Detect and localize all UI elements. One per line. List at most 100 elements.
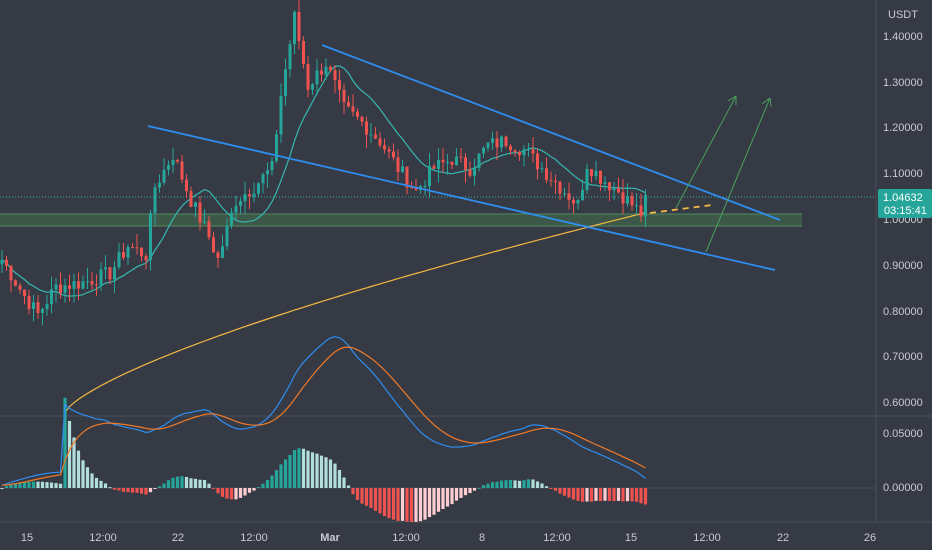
- candle-body: [108, 267, 112, 280]
- last-price-value: 1.04632: [883, 192, 923, 204]
- candle-body: [324, 66, 328, 75]
- macd-histogram-bar: [414, 488, 418, 522]
- candle-body: [72, 281, 76, 289]
- macd-histogram-bar: [499, 480, 504, 488]
- time-tick: 22: [172, 532, 184, 544]
- candle-body: [306, 64, 310, 90]
- macd-histogram-bar: [495, 481, 499, 488]
- candle-body: [113, 267, 116, 280]
- candle-body: [450, 161, 454, 166]
- macd-histogram-bar: [409, 488, 414, 522]
- time-tick: 22: [777, 532, 789, 544]
- price-tick: 0.60000: [883, 397, 923, 409]
- candle-body: [23, 289, 26, 297]
- candle-body: [266, 170, 269, 175]
- macd-histogram-bar: [301, 448, 306, 488]
- macd-histogram-bar: [643, 488, 648, 505]
- candle-body: [45, 304, 49, 309]
- channel-upper-line[interactable]: [321, 44, 781, 221]
- candle-body: [144, 256, 148, 261]
- candle-body: [581, 189, 584, 201]
- macd-histogram-bar: [432, 488, 436, 515]
- macd-histogram-bar: [463, 488, 468, 496]
- moving-average-fast-line: [1, 65, 646, 297]
- macd-histogram-bar: [585, 488, 589, 502]
- macd-histogram-bar: [553, 488, 558, 491]
- macd-histogram-bar: [193, 478, 198, 488]
- candle-body: [374, 134, 377, 139]
- macd-histogram-bar: [594, 488, 598, 501]
- candle-body: [567, 193, 571, 200]
- candle-body: [594, 170, 598, 177]
- macd-histogram-bar: [639, 488, 643, 504]
- candle-body: [68, 285, 71, 289]
- candle-body: [153, 187, 157, 213]
- macd-histogram-bar: [148, 488, 153, 493]
- macd-histogram-bar: [486, 483, 490, 488]
- macd-histogram-bar: [360, 488, 364, 504]
- macd-histogram-bar: [198, 479, 202, 488]
- candle-body: [230, 212, 233, 226]
- candle-body: [383, 145, 386, 150]
- channel-lower-line[interactable]: [147, 125, 776, 271]
- price-tick: 0.80000: [883, 306, 923, 318]
- macd-histogram: [0, 397, 648, 522]
- candle-body: [297, 11, 301, 41]
- candle-body: [50, 289, 53, 305]
- candle-body: [351, 106, 355, 112]
- candle-body: [441, 159, 445, 163]
- macd-histogram-bar: [0, 488, 4, 489]
- candle-body: [635, 205, 638, 207]
- price-tick: 1.40000: [883, 31, 923, 43]
- macd-histogram-bar: [103, 483, 108, 488]
- macd-histogram-bar: [400, 488, 405, 521]
- macd-histogram-bar: [54, 483, 58, 488]
- candle-body: [410, 187, 413, 189]
- candle-body: [180, 161, 184, 180]
- macd-histogram-bar: [162, 483, 166, 488]
- macd-histogram-bar: [571, 488, 576, 500]
- macd-histogram-bar: [589, 488, 594, 502]
- candle-body: [612, 187, 616, 191]
- macd-histogram-bar: [270, 475, 274, 488]
- macd-histogram-bar: [342, 477, 346, 488]
- macd-histogram-bar: [333, 463, 337, 488]
- price-tick: 0.70000: [883, 351, 923, 363]
- candle-body: [135, 247, 139, 249]
- candle-body: [54, 284, 58, 290]
- price-tick: 1.20000: [883, 122, 923, 134]
- price-tick: 1.30000: [883, 77, 923, 89]
- macd-histogram-bar: [49, 482, 54, 488]
- macd-histogram-bar: [76, 450, 81, 488]
- time-axis[interactable]: 15 12:00 22 12:00 Mar 12:00 8 12:00 15 1…: [21, 532, 876, 544]
- time-tick: Mar: [320, 532, 340, 544]
- macd-histogram-bar: [256, 487, 261, 489]
- candle-body: [509, 146, 512, 151]
- macd-line: [1, 336, 646, 486]
- macd-signal-line: [1, 346, 646, 486]
- macd-histogram-bar: [171, 477, 175, 488]
- candle-body: [504, 136, 508, 147]
- candle-body: [104, 267, 107, 270]
- candle-body: [626, 196, 629, 204]
- candle-body: [338, 80, 341, 90]
- macd-histogram-bar: [135, 488, 139, 493]
- projection-arrow-2[interactable]: [705, 97, 771, 253]
- macd-axis[interactable]: 0.05000 0.00000: [883, 428, 923, 494]
- macd-histogram-bar: [427, 488, 432, 518]
- macd-histogram-bar: [418, 488, 423, 522]
- projection-arrow-1[interactable]: [675, 95, 737, 209]
- macd-histogram-bar: [189, 478, 193, 488]
- candle-body: [32, 302, 35, 309]
- candle-body: [311, 84, 314, 90]
- macd-histogram-bar: [81, 460, 85, 488]
- macd-histogram-bar: [391, 488, 396, 520]
- candle-body: [248, 194, 251, 197]
- macd-histogram-bar: [355, 488, 360, 500]
- candle-body: [360, 116, 364, 122]
- projection-arrowhead-1: [727, 95, 737, 105]
- candle-body: [59, 284, 62, 293]
- candle-body: [315, 70, 319, 85]
